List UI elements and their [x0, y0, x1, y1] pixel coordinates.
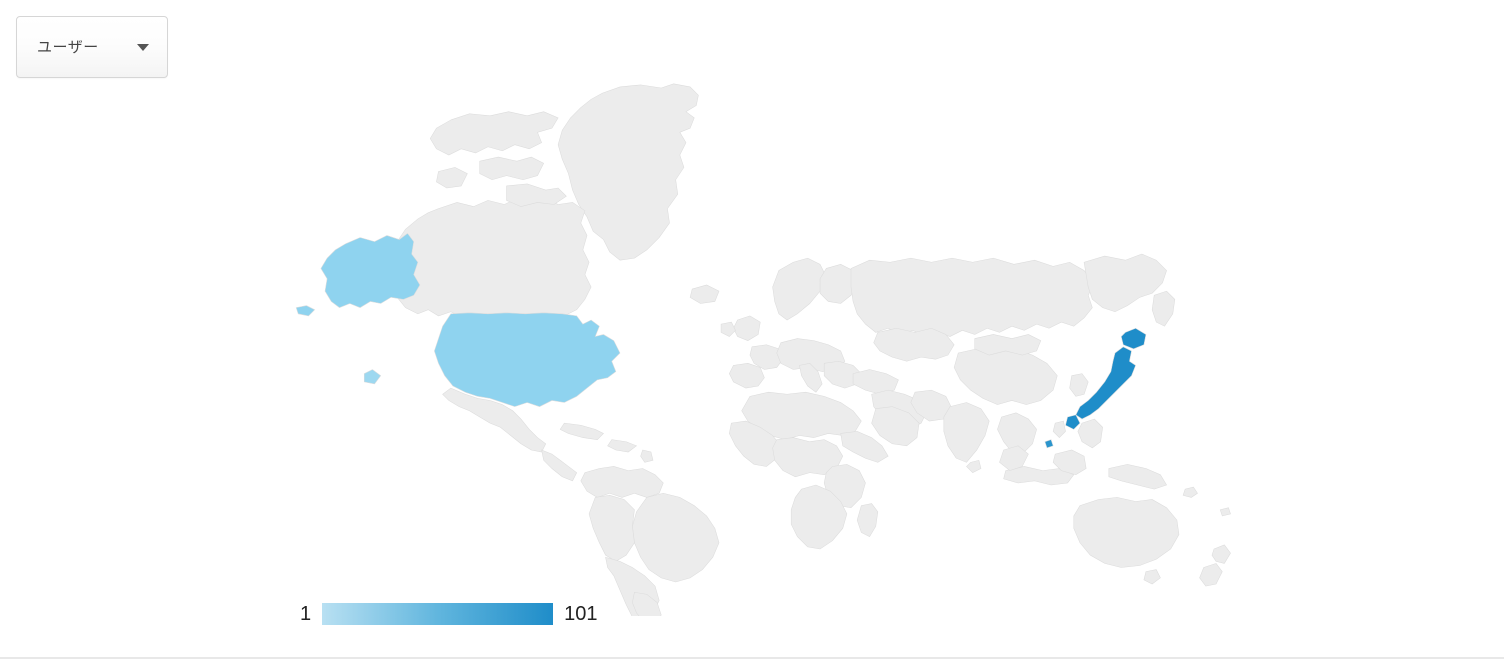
country-taiwan[interactable] — [1053, 421, 1065, 438]
country-greenland[interactable] — [558, 84, 698, 260]
country-new-zealand-south[interactable] — [1200, 563, 1223, 586]
bottom-divider — [0, 657, 1504, 659]
country-korea[interactable] — [1070, 374, 1089, 397]
country-united-states[interactable] — [434, 313, 620, 407]
country-borneo[interactable] — [1053, 450, 1086, 475]
chevron-down-icon[interactable] — [137, 43, 149, 51]
country-scandinavia[interactable] — [773, 258, 827, 320]
map-legend: 1 101 — [300, 598, 598, 630]
country-sri-lanka[interactable] — [967, 460, 981, 472]
country-new-zealand[interactable] — [1212, 545, 1231, 564]
country-france[interactable] — [750, 345, 783, 370]
country-southeast-asia[interactable] — [997, 413, 1036, 454]
country-cuba[interactable] — [560, 423, 603, 440]
country-arabia[interactable] — [872, 407, 919, 446]
country-japan[interactable] — [1076, 347, 1136, 419]
country-turkey-caucasus[interactable] — [853, 370, 898, 395]
country-west-africa[interactable] — [729, 421, 781, 466]
country-central-america[interactable] — [542, 450, 577, 481]
country-finland-baltic[interactable] — [820, 264, 857, 303]
country-usa-hawaii[interactable] — [364, 370, 381, 384]
country-hispaniola[interactable] — [608, 440, 637, 452]
country-brazil[interactable] — [632, 493, 719, 582]
country-central-asia[interactable] — [874, 328, 954, 361]
country-russia[interactable] — [851, 258, 1094, 336]
country-pacific-isles[interactable] — [1183, 487, 1197, 497]
country-italy[interactable] — [799, 363, 822, 392]
metric-selector-label: ユーザー — [37, 38, 99, 56]
country-japan-hokkaido[interactable] — [1121, 328, 1146, 349]
country-tasmania[interactable] — [1144, 570, 1161, 584]
legend-min-label: 1 — [300, 603, 312, 625]
country-colombia-venezuela[interactable] — [581, 466, 664, 497]
country-kamchatka[interactable] — [1152, 291, 1175, 326]
country-fiji[interactable] — [1220, 508, 1230, 516]
country-mongolia[interactable] — [975, 334, 1041, 355]
country-usa-aleutians[interactable] — [296, 306, 315, 316]
country-japan-okinawa[interactable] — [1045, 440, 1053, 448]
country-sumatra[interactable] — [1000, 446, 1029, 471]
country-arctic-island-c[interactable] — [507, 184, 567, 207]
country-horn-of-africa[interactable] — [841, 431, 888, 462]
world-map[interactable] — [236, 56, 1268, 616]
country-madagascar[interactable] — [857, 504, 878, 537]
country-arctic-island-b[interactable] — [436, 167, 467, 188]
country-canada[interactable] — [389, 198, 591, 320]
country-arctic-island-a[interactable] — [480, 157, 544, 180]
country-usa-alaska[interactable] — [321, 233, 420, 307]
map-countries-layer — [296, 84, 1230, 616]
country-iceland[interactable] — [690, 285, 719, 304]
country-india[interactable] — [944, 403, 989, 463]
country-china[interactable] — [954, 349, 1057, 405]
metric-selector-dropdown[interactable]: ユーザー — [16, 16, 168, 78]
country-argentina-south[interactable] — [632, 592, 661, 616]
legend-gradient-bar — [322, 603, 554, 625]
country-caribbean-isles[interactable] — [641, 450, 653, 462]
country-mexico[interactable] — [443, 388, 546, 452]
country-ireland[interactable] — [721, 322, 735, 336]
country-southern-africa[interactable] — [791, 485, 847, 549]
country-indonesia-java[interactable] — [1004, 466, 1074, 485]
country-british-isles[interactable] — [733, 316, 760, 341]
country-iberia[interactable] — [729, 363, 764, 388]
country-new-guinea[interactable] — [1109, 464, 1167, 489]
country-canada-arctic-islands[interactable] — [430, 112, 558, 155]
country-japan-kyushu[interactable] — [1066, 415, 1080, 429]
country-philippines[interactable] — [1078, 419, 1103, 448]
country-peru-bolivia[interactable] — [589, 495, 634, 561]
legend-max-label: 101 — [564, 603, 598, 625]
country-siberia-east[interactable] — [1084, 254, 1167, 312]
country-australia[interactable] — [1074, 497, 1179, 567]
